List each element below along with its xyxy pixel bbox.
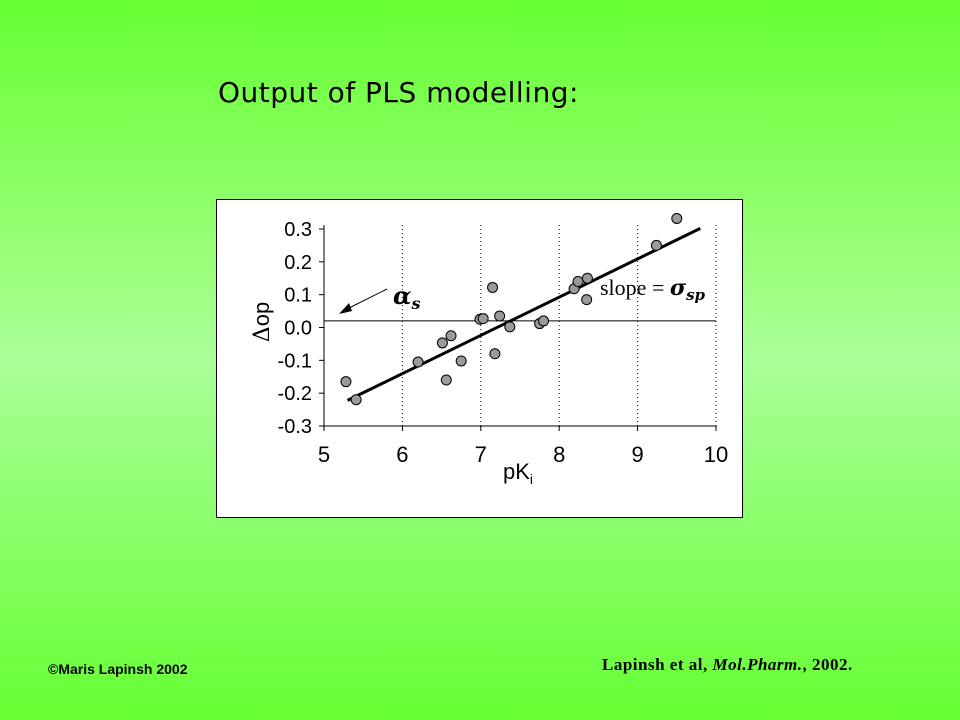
annotations: αs slope = σsp [339,275,706,314]
y-axis-label: Δop [249,302,275,342]
x-tick-label: 9 [631,442,643,467]
data-point [671,212,683,224]
citation-year: , 2002. [802,655,853,674]
alpha-label: αs [393,281,420,313]
scatter-chart: 0.3 0.2 0.1 0.0 -0.1 -0.2 -0.3 5 6 7 8 9 10 αs slop… [249,212,728,487]
data-point [440,374,452,386]
alpha-subscript: s [410,294,420,313]
data-point [445,330,457,342]
y-tick-label: 0.0 [284,318,312,340]
chart-panel: 0.3 0.2 0.1 0.0 -0.1 -0.2 -0.3 5 6 7 8 9 10 αs slop… [216,199,743,518]
sigma-subscript: sp [686,286,705,304]
x-ticks: 5 6 7 8 9 10 [318,426,728,467]
data-point [489,348,501,360]
data-points [340,212,683,406]
gridlines [401,225,717,426]
x-tick-label: 10 [704,442,728,467]
y-tick-label: -0.2 [278,383,312,405]
alpha-arrow-head [339,303,352,314]
data-point [494,310,506,322]
x-axis-label-sub: i [530,471,533,487]
citation: Lapinsh et al, Mol.Pharm., 2002. [602,655,853,675]
x-axis-label-main: pK [503,459,530,484]
data-point [350,394,362,406]
y-tick-label: 0.1 [284,285,312,307]
data-point [412,356,424,368]
citation-authors: Lapinsh et al, [602,655,713,674]
regression-line [346,226,701,402]
data-point [650,239,662,251]
axes [323,225,716,427]
x-tick-label: 7 [475,442,487,467]
slide-title: Output of PLS modelling: [218,76,579,109]
sigma-symbol: σ [670,275,687,301]
data-point [340,376,352,388]
x-tick-label: 8 [553,442,565,467]
data-point [581,294,593,306]
alpha-symbol: α [393,281,411,310]
regression-line-group [346,226,701,402]
y-tick-label: 0.3 [284,219,312,241]
y-tick-label: 0.2 [284,252,312,274]
x-tick-label: 6 [396,442,408,467]
data-point [455,355,467,367]
x-axis-label: pKi [503,459,533,487]
delta-symbol: Δ [250,326,275,342]
copyright-text: ©Maris Lapinsh 2002 [48,661,188,677]
data-point [487,281,499,293]
data-point [572,276,584,288]
slope-label: slope = σsp [600,275,706,304]
data-point [477,313,489,325]
data-point [538,315,550,327]
y-tick-label: -0.1 [278,350,312,372]
y-axis-label-text: op [249,302,274,326]
x-tick-label: 5 [318,442,330,467]
data-point [581,272,593,284]
y-ticks: 0.3 0.2 0.1 0.0 -0.1 -0.2 -0.3 [278,219,324,438]
alpha-arrow-shaft [346,288,388,310]
slope-text: slope = [600,275,670,300]
citation-journal: Mol.Pharm. [712,655,803,674]
y-tick-label: -0.3 [278,416,312,438]
data-point [436,337,448,349]
data-point [504,321,516,333]
